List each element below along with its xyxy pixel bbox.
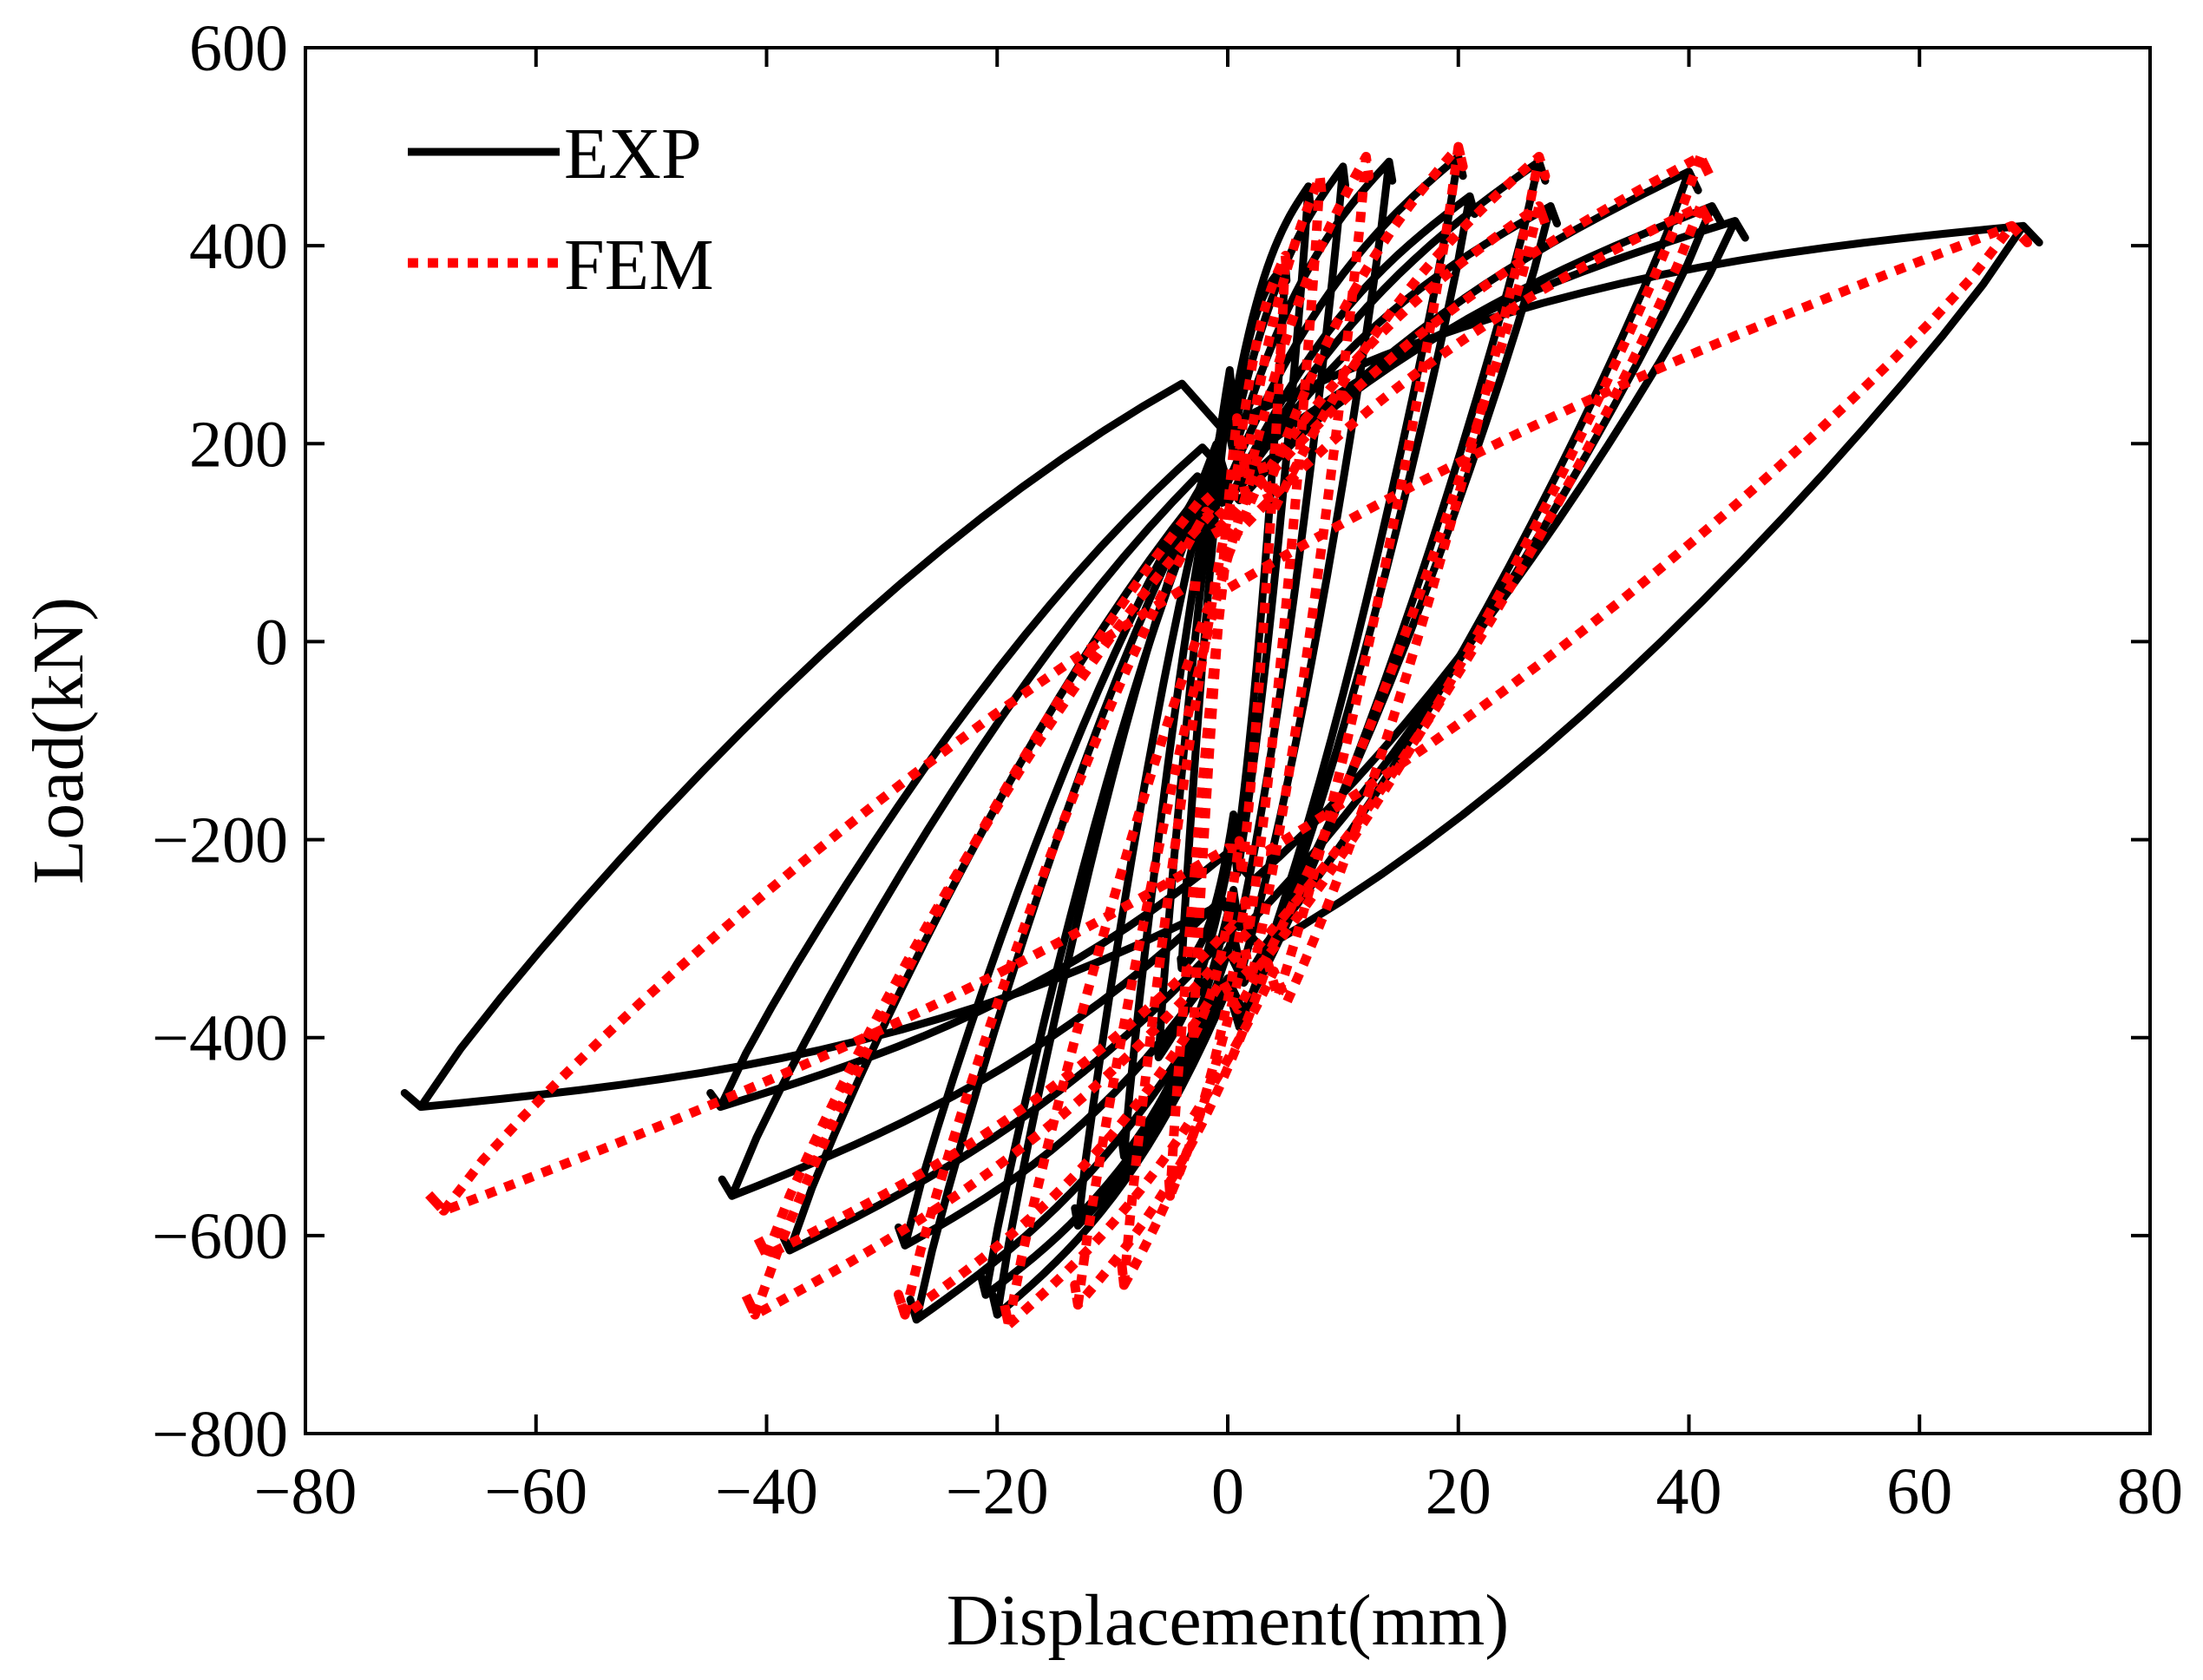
y-tick-label: 0	[255, 606, 288, 679]
legend: EXP FEM	[408, 114, 714, 305]
exp-loop-10	[718, 202, 1726, 1200]
x-tick-label: 60	[1886, 1455, 1952, 1528]
y-tick-label: −800	[152, 1398, 288, 1471]
y-tick-label: −600	[152, 1200, 288, 1273]
x-tick-label: 40	[1656, 1455, 1722, 1528]
y-tick-label: 600	[189, 12, 288, 85]
fem-loop-7	[740, 152, 1715, 1320]
x-tick-label: 0	[1211, 1455, 1244, 1528]
tick-layer	[304, 46, 2152, 1435]
x-axis-title: Displacement(mm)	[947, 1580, 1509, 1661]
fem-loop-4	[1070, 141, 1468, 1310]
y-tick-label: −200	[152, 804, 288, 877]
exp-loop-8	[895, 202, 1561, 1250]
x-tick-label: 80	[2117, 1455, 2183, 1528]
label-layer: −80 −60 −40 −20 0 20 40 60 806004002000−200−400−…	[152, 12, 2183, 1528]
x-tick-label: −80	[254, 1455, 357, 1528]
legend-label-exp: EXP	[564, 114, 702, 194]
legend-label-fem: FEM	[564, 225, 714, 305]
series-layer	[400, 141, 2043, 1329]
exp-loop-12	[400, 221, 2043, 1112]
y-axis-title: Load(kN)	[18, 597, 99, 884]
x-tick-label: −60	[484, 1455, 587, 1528]
exp-loop-6	[976, 192, 1479, 1299]
fem-loop-8	[752, 201, 1715, 1261]
x-tick-label: 20	[1426, 1455, 1492, 1528]
exp-loop-9	[777, 167, 1702, 1255]
y-tick-label: 200	[189, 408, 288, 481]
fem-loop-5	[1000, 152, 1551, 1329]
x-tick-label: −20	[946, 1455, 1049, 1528]
x-tick-label: −40	[715, 1455, 818, 1528]
exp-loop-11	[706, 217, 1749, 1112]
series-exp	[400, 153, 2043, 1324]
fem-loop-6	[894, 201, 1551, 1320]
y-tick-label: 400	[189, 210, 288, 283]
fem-loop-9	[423, 220, 2033, 1216]
fem-loop-3	[1117, 152, 1374, 1290]
series-fem	[423, 141, 2033, 1329]
y-tick-label: −400	[152, 1002, 288, 1075]
